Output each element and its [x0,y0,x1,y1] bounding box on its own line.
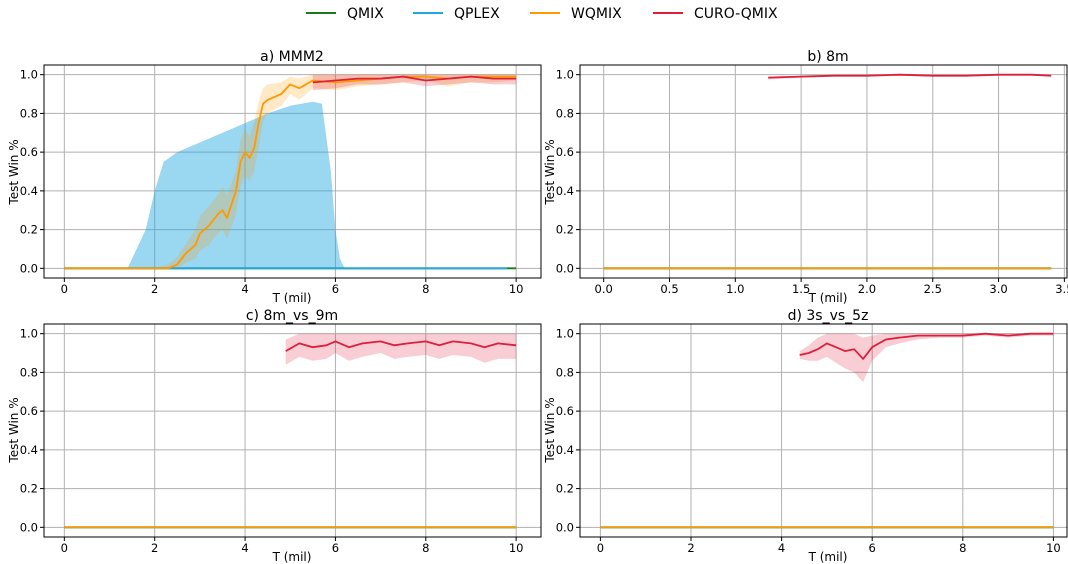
y-tick-label: 0.4 [20,443,38,457]
y-tick-label: 0.4 [556,184,574,198]
y-tick-label: 1.0 [20,327,38,341]
y-tick-label: 0.8 [20,106,38,120]
x-axis-label: T (mil) [272,291,312,305]
x-tick-label: 1.0 [726,282,744,296]
y-tick-label: 0.2 [20,223,38,237]
plot-frame [579,64,1068,279]
y-tick-label: 0.4 [556,443,574,457]
y-tick-label: 0.8 [556,365,574,379]
panel-title: d) 3s_vs_5z [788,308,869,324]
x-tick-label: 3.5 [1055,282,1068,296]
plot-area [600,332,1054,529]
x-tick-label: 8 [959,541,966,555]
panel-title: b) 8m [807,49,848,65]
y-axis-label: Test Win % [543,397,557,463]
series-line-curo-qmix [312,75,517,84]
plot-area [64,333,517,529]
series-line-curo-qmix [285,340,517,352]
x-tick-label: 2 [687,541,694,555]
x-tick-label: 0 [597,541,604,555]
x-tick-label: 0 [61,541,68,555]
y-tick-label: 0.8 [20,365,38,379]
y-tick-label: 1.0 [556,327,574,341]
x-tick-label: 0.5 [660,282,678,296]
band-curo-qmix [799,333,1054,383]
x-axis-label: T (mil) [808,550,848,564]
plot-frame [43,323,542,538]
y-axis-label: Test Win % [543,139,557,205]
plot-frame [579,323,1068,538]
y-tick-label: 0.6 [556,145,574,159]
panel-title: a) MMM2 [260,49,324,65]
y-tick-label: 0.0 [556,520,574,534]
legend-item-qmix: QMIX [306,6,384,22]
y-tick-label: 0.0 [20,261,38,275]
x-tick-label: 10 [509,282,524,296]
x-tick-label: 0.0 [595,282,613,296]
plot-area [64,74,517,270]
legend-label-qmix: QMIX [347,6,384,22]
y-tick-label: 0.6 [20,404,38,418]
x-tick-label: 8 [422,282,429,296]
x-tick-label: 10 [1046,541,1061,555]
x-tick-label: 1.5 [792,282,810,296]
y-tick-label: 0.0 [556,261,574,275]
y-tick-label: 0.4 [20,184,38,198]
x-tick-label: 0 [61,282,68,296]
series-line-curo-qmix [768,73,1052,79]
x-tick-label: 2 [151,282,158,296]
x-axis-label: T (mil) [808,291,848,305]
x-tick-label: 2.5 [924,282,942,296]
x-tick-label: 4 [241,282,248,296]
y-axis-label: Test Win % [7,397,21,463]
y-tick-label: 0.0 [20,520,38,534]
legend-item-qplex: QPLEX [413,6,500,22]
y-tick-label: 0.8 [556,106,574,120]
y-tick-label: 0.6 [20,145,38,159]
legend-label-qplex: QPLEX [454,6,500,22]
x-tick-label: 6 [332,541,339,555]
x-tick-label: 4 [241,541,248,555]
legend-label-curo-qmix: CURO-QMIX [694,6,778,22]
y-tick-label: 1.0 [556,68,574,82]
panel-8m-vs-9m: c) 8m_vs_9m T (mil) Test Win % 0 2 4 6 8 10 0.… [7,308,542,564]
panel-mmm2: a) MMM2 T (mil) Test Win % 0 2 4 6 8 10 0.0 0.2… [7,49,542,305]
y-tick-label: 1.0 [20,68,38,82]
legend: QMIX QPLEX WQMIX CURO-QMIX [306,6,778,22]
y-axis-label: Test Win % [7,139,21,205]
y-tick-label: 0.2 [556,482,574,496]
x-tick-label: 8 [422,541,429,555]
panel-title: c) 8m_vs_9m [246,308,338,324]
x-tick-label: 4 [778,541,785,555]
legend-item-wqmix: WQMIX [530,6,622,22]
x-tick-label: 6 [869,541,876,555]
y-tick-label: 0.2 [20,482,38,496]
x-tick-label: 3.0 [989,282,1007,296]
series-line-curo-qmix [799,332,1054,360]
plot-frame [43,64,542,279]
panel-8m: b) 8m T (mil) Test Win % 0.0 0.5 1.0 1.5 2.0… [543,49,1068,305]
x-tick-label: 2.0 [858,282,876,296]
x-tick-label: 2 [151,541,158,555]
y-tick-label: 0.6 [556,404,574,418]
panel-3s-vs-5z: d) 3s_vs_5z T (mil) Test Win % 0 2 4 6 8 10 0.… [543,308,1068,564]
x-tick-label: 10 [509,541,524,555]
legend-label-wqmix: WQMIX [571,6,622,22]
x-tick-label: 6 [332,282,339,296]
legend-item-curo-qmix: CURO-QMIX [653,6,778,22]
y-tick-label: 0.2 [556,223,574,237]
band-curo-qmix [285,333,517,365]
x-axis-label: T (mil) [272,550,312,564]
plot-area [603,73,1052,270]
